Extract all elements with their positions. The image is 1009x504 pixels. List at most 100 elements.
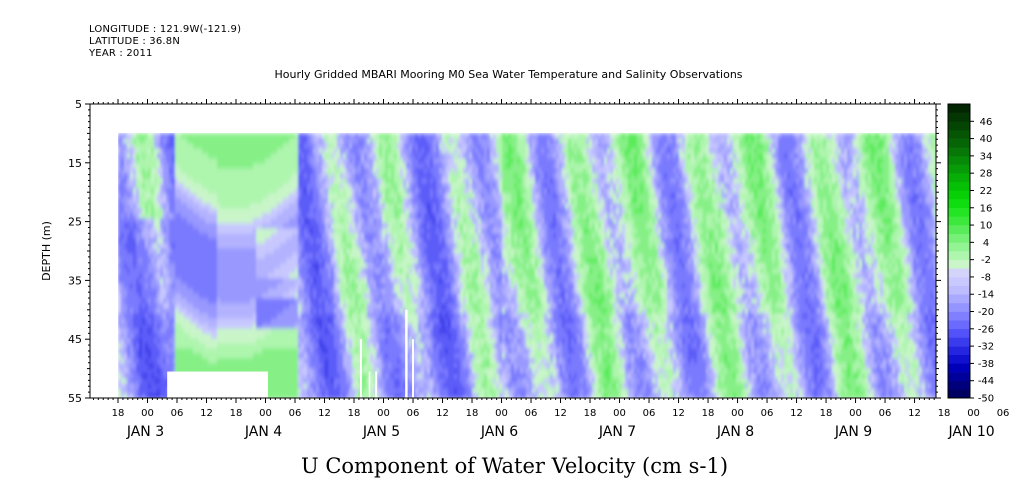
colorbar-swatch bbox=[948, 121, 970, 131]
colorbar-frame bbox=[947, 103, 971, 399]
colorbar-swatch bbox=[948, 268, 970, 278]
colorbar-swatch bbox=[948, 112, 970, 122]
colorbar-swatch bbox=[948, 337, 970, 347]
colorbar-swatch bbox=[948, 259, 970, 269]
hour-tick-label: 00 bbox=[967, 408, 980, 419]
colorbar-swatch bbox=[948, 155, 970, 165]
colorbar-tick-label: -50 bbox=[978, 394, 994, 405]
hour-tick-label: 00 bbox=[377, 408, 390, 419]
hour-tick-label: 18 bbox=[348, 408, 361, 419]
day-label: JAN 10 bbox=[947, 424, 994, 440]
colorbar-swatch bbox=[948, 129, 970, 139]
colorbar-tick-label: -32 bbox=[978, 342, 994, 353]
colorbar-tick-label: 22 bbox=[980, 186, 993, 197]
hour-tick-label: 00 bbox=[849, 408, 862, 419]
colorbar-swatch bbox=[948, 233, 970, 243]
colorbar-swatch bbox=[948, 389, 970, 399]
colorbar-tick-label: 16 bbox=[980, 203, 993, 214]
year-label: YEAR : 2011 bbox=[89, 48, 153, 59]
x-axis-label: U Component of Water Velocity (cm s-1) bbox=[300, 454, 729, 478]
colorbar-swatch bbox=[948, 251, 970, 260]
hour-tick-label: 00 bbox=[613, 408, 626, 419]
hour-tick-label: 06 bbox=[761, 408, 774, 419]
day-label: JAN 7 bbox=[598, 424, 636, 440]
day-label: JAN 4 bbox=[244, 424, 282, 440]
day-label: JAN 6 bbox=[480, 424, 518, 440]
colorbar-tick-label: 34 bbox=[980, 151, 993, 162]
heatmap-field bbox=[118, 133, 936, 398]
colorbar-swatch bbox=[948, 372, 970, 382]
colorbar-tick-label: -8 bbox=[981, 272, 991, 283]
hour-tick-label: 12 bbox=[908, 408, 921, 419]
hour-tick-label: 12 bbox=[554, 408, 567, 419]
hour-tick-label: 12 bbox=[436, 408, 449, 419]
colorbar-swatch bbox=[948, 380, 970, 390]
colorbar-swatch bbox=[948, 302, 970, 312]
colorbar-swatch bbox=[948, 190, 970, 200]
colorbar-tick-label: 46 bbox=[980, 117, 993, 128]
colorbar-tick-label: 40 bbox=[980, 134, 993, 145]
colorbar-swatch bbox=[948, 285, 970, 295]
hour-tick-label: 06 bbox=[171, 408, 184, 419]
day-label: JAN 9 bbox=[834, 424, 872, 440]
depth-axis: 5 15 25 35 45 55 bbox=[68, 98, 941, 405]
chart-title: Hourly Gridded MBARI Mooring M0 Sea Wate… bbox=[274, 68, 743, 81]
hour-tick-label: 06 bbox=[643, 408, 656, 419]
hour-tick-label: 00 bbox=[259, 408, 272, 419]
colorbar-swatch bbox=[948, 242, 970, 252]
hour-tick-label: 18 bbox=[466, 408, 479, 419]
hour-tick-label: 12 bbox=[200, 408, 213, 419]
hour-tick-label: 12 bbox=[790, 408, 803, 419]
depth-tick-label: 35 bbox=[68, 274, 82, 287]
hour-tick-label: 00 bbox=[141, 408, 154, 419]
depth-tick-label: 45 bbox=[68, 333, 82, 346]
depth-tick-label: 55 bbox=[68, 392, 82, 405]
hour-tick-label: 12 bbox=[318, 408, 331, 419]
hour-tick-label: 06 bbox=[289, 408, 302, 419]
colorbar-swatch bbox=[948, 346, 970, 356]
latitude-label: LATITUDE : 36.8N bbox=[89, 36, 181, 47]
depth-tick-label: 5 bbox=[75, 98, 82, 111]
depth-tick-label: 15 bbox=[68, 157, 82, 170]
colorbar-tick-label: -44 bbox=[978, 376, 994, 387]
depth-axis-label: DEPTH (m) bbox=[40, 221, 53, 281]
colorbar-swatch bbox=[948, 104, 970, 113]
hour-tick-label: 18 bbox=[702, 408, 715, 419]
hour-tick-label: 18 bbox=[112, 408, 125, 419]
colorbar-swatch bbox=[948, 164, 970, 174]
colorbar-tick-label: 28 bbox=[980, 169, 993, 180]
hour-tick-label: 06 bbox=[407, 408, 420, 419]
colorbar-swatch bbox=[948, 216, 970, 226]
hour-tick-label: 00 bbox=[495, 408, 508, 419]
hour-tick-label: 18 bbox=[820, 408, 833, 419]
depth-tick-label: 25 bbox=[68, 216, 82, 229]
colorbar-swatch bbox=[948, 138, 970, 148]
colorbar-swatch bbox=[948, 294, 970, 304]
hour-tick-label: 00 bbox=[731, 408, 744, 419]
colorbar-swatch bbox=[948, 328, 970, 338]
hour-tick-label: 18 bbox=[938, 408, 951, 419]
hour-tick-label: 18 bbox=[230, 408, 243, 419]
colorbar-swatch bbox=[948, 207, 970, 217]
hour-tick-label: 06 bbox=[879, 408, 892, 419]
day-label: JAN 5 bbox=[362, 424, 400, 440]
colorbar-tick-label: -38 bbox=[978, 359, 994, 370]
colorbar-swatch bbox=[948, 354, 970, 364]
colorbar-swatch bbox=[948, 363, 970, 373]
colorbar-tick-label: -14 bbox=[978, 290, 994, 301]
day-label: JAN 8 bbox=[716, 424, 754, 440]
time-axis: 18 00 06 12 18 00 06 12 18 00 06 12 18 00 06 12 18 00 06 12… bbox=[92, 99, 1009, 440]
hour-tick-label: 06 bbox=[997, 408, 1009, 419]
colorbar-tick-label: -26 bbox=[978, 324, 994, 335]
colorbar-swatch bbox=[948, 276, 970, 286]
longitude-label: LONGITUDE : 121.9W(-121.9) bbox=[89, 24, 242, 35]
colorbar-swatch bbox=[948, 181, 970, 191]
colorbar-swatch bbox=[948, 199, 970, 209]
colorbar-swatch bbox=[948, 173, 970, 183]
colorbar-swatch bbox=[948, 147, 970, 157]
day-label: JAN 3 bbox=[126, 424, 164, 440]
colorbar-swatch bbox=[948, 320, 970, 330]
colorbar-tick-label: -2 bbox=[981, 255, 991, 266]
hour-tick-label: 18 bbox=[584, 408, 597, 419]
